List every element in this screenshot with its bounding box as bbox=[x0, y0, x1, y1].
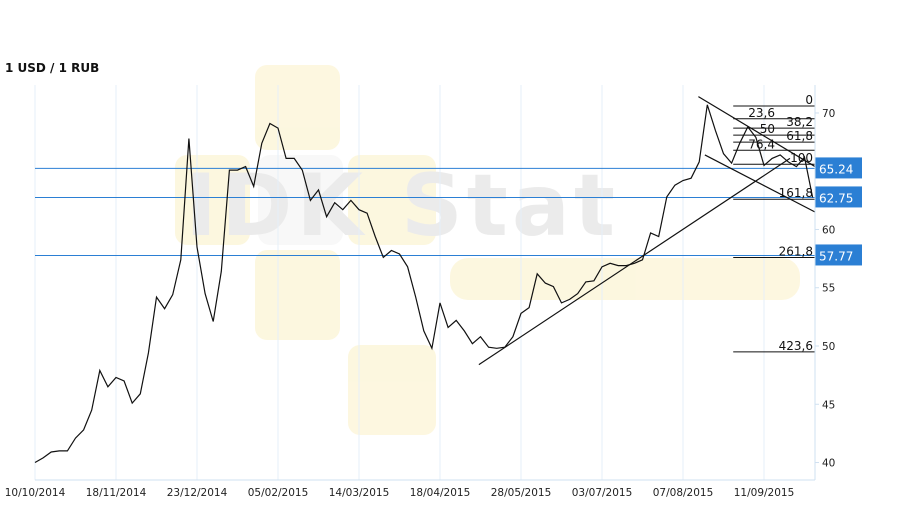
y-tick-label: 45 bbox=[822, 399, 835, 411]
fibonacci-level-label: 76,4 bbox=[748, 137, 775, 151]
fibonacci-level-label: 261,8 bbox=[779, 244, 813, 258]
trend-line-support bbox=[478, 157, 791, 366]
price-line bbox=[34, 104, 814, 464]
x-tick-label: 05/02/2015 bbox=[248, 487, 309, 499]
price-level-label: 65.24 bbox=[819, 162, 853, 176]
price-level-badge bbox=[815, 244, 862, 266]
trend-line-channel-lower bbox=[704, 154, 816, 213]
x-tick-label: 28/05/2015 bbox=[491, 487, 552, 499]
y-tick-label: 60 bbox=[822, 224, 835, 236]
fibonacci-level-label: 38,2 bbox=[786, 115, 813, 129]
y-tick-label: 55 bbox=[822, 283, 835, 295]
x-tick-label: 07/08/2015 bbox=[653, 487, 714, 499]
x-tick-label: 18/04/2015 bbox=[410, 487, 471, 499]
y-tick-label: 70 bbox=[822, 108, 835, 120]
x-tick-label: 10/10/2014 bbox=[5, 487, 66, 499]
trend-line-channel-upper bbox=[698, 96, 816, 168]
price-level-badge bbox=[815, 186, 862, 208]
fibonacci-level-label: 23,6 bbox=[748, 106, 775, 120]
fibonacci-level-label: 61,8 bbox=[786, 129, 813, 143]
fibonacci-level-label: 161,8 bbox=[779, 186, 813, 200]
idkstat-watermark-logo: IDK Stat bbox=[175, 65, 800, 435]
price-level-label: 57.77 bbox=[819, 249, 853, 263]
x-tick-label: 11/09/2015 bbox=[734, 487, 795, 499]
y-tick-label: 40 bbox=[822, 458, 835, 470]
fibonacci-level-label: 0 bbox=[805, 93, 813, 107]
x-tick-label: 18/11/2014 bbox=[86, 487, 147, 499]
x-tick-label: 14/03/2015 bbox=[329, 487, 390, 499]
x-tick-label: 03/07/2015 bbox=[572, 487, 633, 499]
price-level-label: 62.75 bbox=[819, 191, 853, 205]
x-tick-label: 23/12/2014 bbox=[167, 487, 228, 499]
fibonacci-level-label: 423,6 bbox=[779, 339, 813, 353]
svg-text:IDK Stat: IDK Stat bbox=[185, 156, 615, 256]
chart-title: 1 USD / 1 RUB bbox=[5, 61, 100, 75]
price-level-badge bbox=[815, 157, 862, 179]
fibonacci-level-label: 50 bbox=[760, 122, 775, 136]
y-tick-label: 50 bbox=[822, 341, 835, 353]
